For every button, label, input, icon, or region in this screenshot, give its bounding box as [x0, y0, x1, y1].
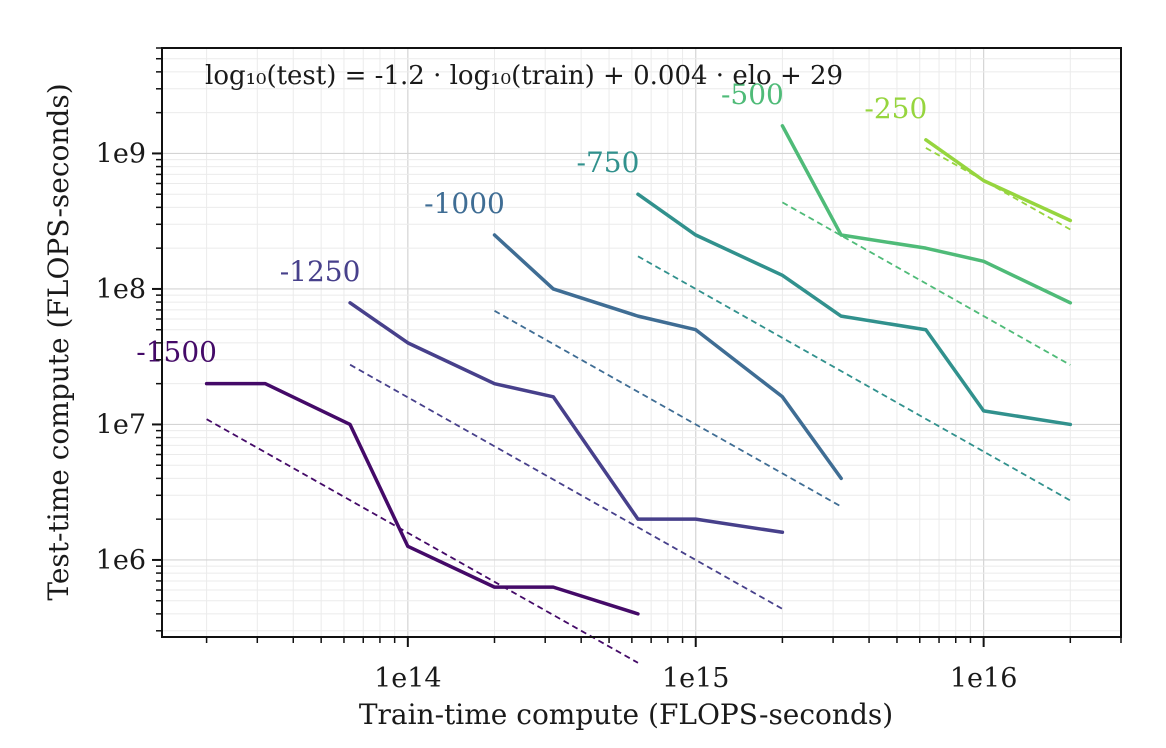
- fit-line-neg1000: [494, 310, 842, 508]
- fit-line-neg500: [781, 201, 1071, 366]
- series-line-neg750: [636, 192, 1073, 427]
- grid-lines: [162, 47, 1122, 637]
- x-axis-title: Train-time compute (FLOPS-seconds): [359, 698, 893, 731]
- y-tick-label: 1e6: [96, 545, 146, 576]
- fit-equation: log₁₀(test) = -1.2 · log₁₀(train) + 0.00…: [205, 61, 843, 91]
- data-series: [204, 124, 1073, 616]
- fit-line-neg750: [637, 255, 1071, 502]
- x-tick-label: 1e16: [950, 663, 1018, 694]
- fit-line-neg1250: [349, 363, 783, 610]
- y-axis-title: Test-time compute (FLOPS-seconds): [42, 83, 75, 600]
- series-line-neg500: [780, 124, 1073, 305]
- series-line-neg250: [924, 138, 1073, 223]
- series-label: -1000: [424, 187, 505, 220]
- y-tick-label: 1e8: [96, 274, 146, 305]
- x-tick-label: 1e15: [662, 663, 730, 694]
- series-label: -500: [721, 78, 784, 111]
- series-labels: -1500 -1250 -1000 -750 -500 -250: [136, 78, 927, 369]
- axis-ticks: 1e14 1e15 1e16 1e6 1e7 1e8 1e9: [96, 47, 1122, 694]
- y-tick-label: 1e9: [96, 138, 146, 169]
- series-label: -750: [577, 146, 640, 179]
- x-tick-label: 1e14: [374, 663, 442, 694]
- series-label: -1500: [136, 336, 217, 369]
- series-line-neg1500: [204, 381, 640, 616]
- series-label: -1250: [280, 255, 361, 288]
- y-tick-label: 1e7: [96, 409, 146, 440]
- series-line-neg1250: [348, 301, 785, 535]
- series-label: -250: [864, 92, 927, 125]
- fit-line-neg1500: [206, 418, 639, 664]
- series-line-neg1000: [492, 233, 843, 481]
